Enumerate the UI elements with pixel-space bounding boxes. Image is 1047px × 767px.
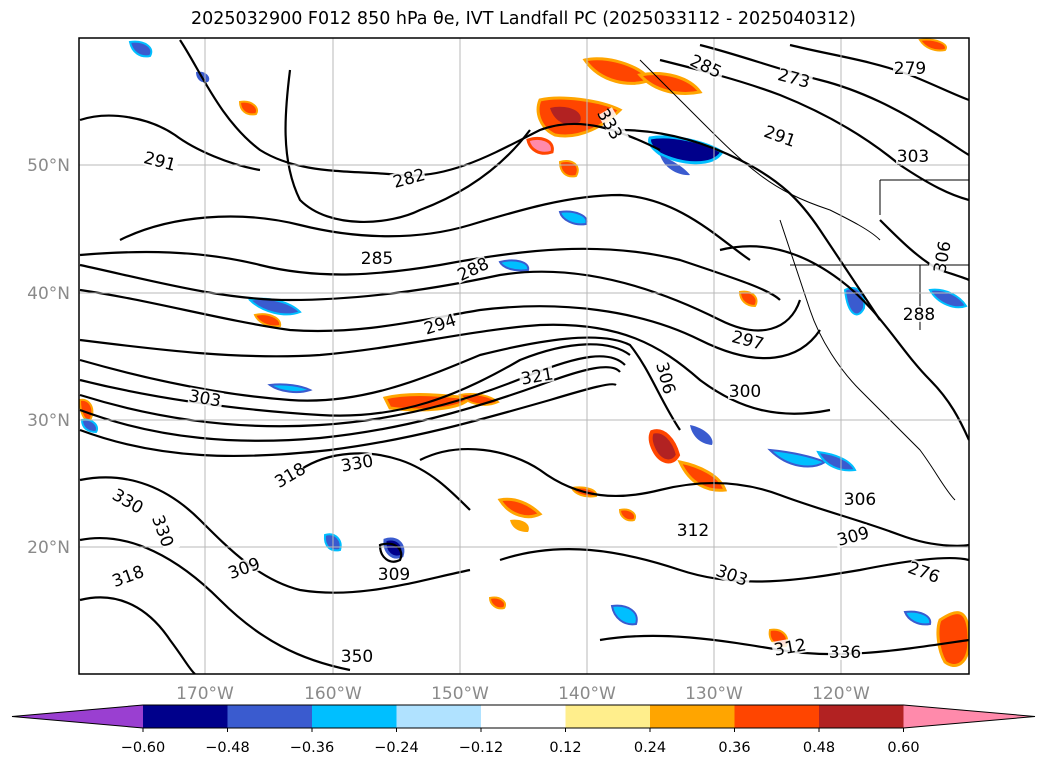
lat-label: 20°N: [27, 538, 70, 558]
longitude-labels: 170°W 160°W 150°W 140°W 130°W 120°W: [176, 684, 870, 704]
lon-label: 120°W: [812, 684, 870, 704]
contour-label-bg: [843, 491, 877, 507]
lat-label: 50°N: [27, 156, 70, 176]
contour-label-bg: [776, 66, 814, 91]
colorbar-segment: [819, 705, 904, 728]
contour-label-bg: [828, 644, 862, 660]
colorbar-label: −0.60: [121, 740, 165, 756]
lon-label: 170°W: [176, 684, 234, 704]
contour-label: 336: [829, 643, 861, 663]
colorbar-segment: [312, 705, 397, 728]
contour-label-bg: [452, 254, 491, 284]
colorbar-segment: [734, 705, 820, 728]
lon-label: 160°W: [304, 684, 362, 704]
contour-label-bg: [906, 558, 945, 586]
colorbar-label: −0.12: [459, 740, 503, 756]
contour-label-bg: [377, 566, 411, 582]
colorbar-segment: [227, 705, 313, 728]
colorbar-extend-min: [12, 705, 143, 728]
lon-label: 140°W: [558, 684, 616, 704]
colorbar-label: 0.12: [549, 740, 581, 756]
colorbar-segment: [396, 705, 482, 728]
colorbar-label: 0.48: [803, 740, 835, 756]
contour-label: 350: [341, 647, 373, 667]
contour-label-bg: [420, 311, 458, 338]
contour-label: 300: [729, 382, 761, 402]
contour-label-bg: [902, 306, 936, 322]
contour-label-bg: [896, 148, 930, 164]
map-frame: [78, 37, 970, 675]
colorbar-label: 0.24: [634, 740, 666, 756]
contour-label-bg: [676, 522, 710, 538]
contour-label-bg: [389, 166, 427, 191]
contour-label-bg: [338, 452, 375, 474]
colorbar-label: 0.60: [887, 740, 919, 756]
contour-label: 285: [361, 249, 393, 269]
lon-label: 130°W: [685, 684, 743, 704]
colorbar-segment: [565, 705, 651, 728]
lat-label: 40°N: [27, 284, 70, 304]
contour-label-bg: [730, 328, 768, 353]
contour-label-bg: [833, 524, 871, 549]
contour-label: 306: [844, 490, 876, 510]
lat-label: 30°N: [27, 411, 70, 431]
colorbar-segment: [143, 705, 228, 728]
contour-label-bg: [518, 365, 555, 387]
colorbar-extend-max: [903, 705, 1035, 728]
gridlines: [79, 38, 969, 674]
colorbar: −0.60 −0.48 −0.36 −0.24 −0.12 0.12 0.24 0.36 0.4…: [11, 704, 1036, 756]
contour-label-bg: [688, 51, 727, 81]
contour-label-bg: [598, 107, 629, 145]
plot-title: 2025032900 F012 850 hPa θe, IVT Landfall…: [191, 9, 856, 29]
colorbar-label: −0.36: [290, 740, 334, 756]
contour-label-bg: [771, 636, 808, 658]
colorbar-segment: [481, 705, 566, 728]
contour-label-bg: [142, 149, 180, 174]
contour-label-bg: [340, 648, 374, 664]
contour-label-bg: [657, 362, 682, 400]
theta-e-contours: [79, 39, 969, 674]
latitude-labels: 50°N 40°N 30°N 20°N: [27, 156, 70, 558]
contour-label-bg: [153, 514, 181, 553]
contour-label: 279: [894, 59, 926, 79]
map-area: [79, 38, 969, 674]
colorbar-segment: [650, 705, 735, 728]
lon-label: 150°W: [431, 684, 489, 704]
contour-label: 288: [903, 305, 935, 325]
contour-label-bg: [187, 387, 224, 409]
contour-label-bg: [360, 250, 394, 266]
contour-label-bg: [223, 554, 262, 582]
colorbar-label: −0.48: [205, 740, 249, 756]
colorbar-label: 0.36: [718, 740, 750, 756]
contour-label: 309: [378, 565, 410, 585]
contour-label-bg: [111, 486, 149, 517]
colorbar-label: −0.24: [374, 740, 418, 756]
contour-label-bg: [107, 562, 146, 590]
contour-label-bg: [927, 242, 949, 279]
contour-label-bg: [728, 383, 762, 399]
contour-label-bg: [893, 60, 927, 76]
contour-label: 312: [677, 521, 709, 541]
contour-label-bg: [269, 460, 307, 491]
contour-label: 303: [897, 147, 929, 167]
contour-label-bg: [714, 561, 753, 589]
contour-label-bg: [762, 122, 801, 150]
